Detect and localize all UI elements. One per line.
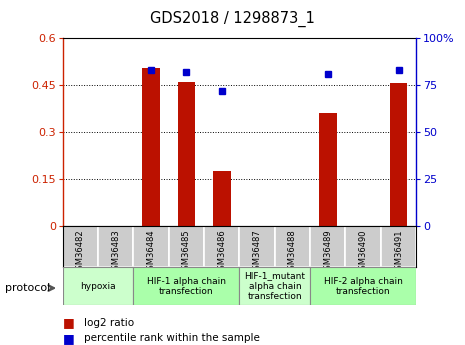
Bar [204, 226, 239, 267]
Text: GSM36484: GSM36484 [146, 229, 156, 275]
Text: ■: ■ [63, 316, 74, 329]
Text: hypoxia: hypoxia [80, 282, 116, 291]
Text: GSM36486: GSM36486 [217, 229, 226, 275]
Text: ■: ■ [63, 332, 74, 345]
Bar [98, 226, 133, 267]
Text: GSM36489: GSM36489 [323, 229, 332, 275]
Bar [239, 226, 275, 267]
Text: HIF-1_mutant
alpha chain
transfection: HIF-1_mutant alpha chain transfection [244, 272, 306, 301]
Bar [345, 226, 381, 267]
Text: GSM36485: GSM36485 [182, 229, 191, 275]
Bar [319, 113, 337, 226]
Text: HIF-1 alpha chain
transfection: HIF-1 alpha chain transfection [147, 277, 226, 296]
Bar [63, 267, 133, 305]
Bar [142, 68, 160, 226]
Bar [381, 226, 416, 267]
Bar [133, 226, 169, 267]
Bar [213, 171, 231, 226]
Bar [275, 226, 310, 267]
Text: protocol: protocol [5, 283, 50, 293]
Text: percentile rank within the sample: percentile rank within the sample [84, 333, 259, 343]
Text: GSM36491: GSM36491 [394, 229, 403, 275]
Text: GSM36490: GSM36490 [359, 229, 368, 275]
Bar [178, 82, 195, 226]
Text: GSM36483: GSM36483 [111, 229, 120, 275]
Bar [169, 226, 204, 267]
Text: GSM36488: GSM36488 [288, 229, 297, 275]
Bar [390, 83, 407, 226]
Bar [63, 226, 98, 267]
Bar [310, 226, 345, 267]
Bar [310, 267, 416, 305]
Text: HIF-2 alpha chain
transfection: HIF-2 alpha chain transfection [324, 277, 403, 296]
Bar [239, 267, 310, 305]
Text: GSM36487: GSM36487 [252, 229, 262, 275]
Text: log2 ratio: log2 ratio [84, 318, 134, 327]
Bar [133, 267, 239, 305]
Text: GDS2018 / 1298873_1: GDS2018 / 1298873_1 [150, 10, 315, 27]
Text: GSM36482: GSM36482 [76, 229, 85, 275]
